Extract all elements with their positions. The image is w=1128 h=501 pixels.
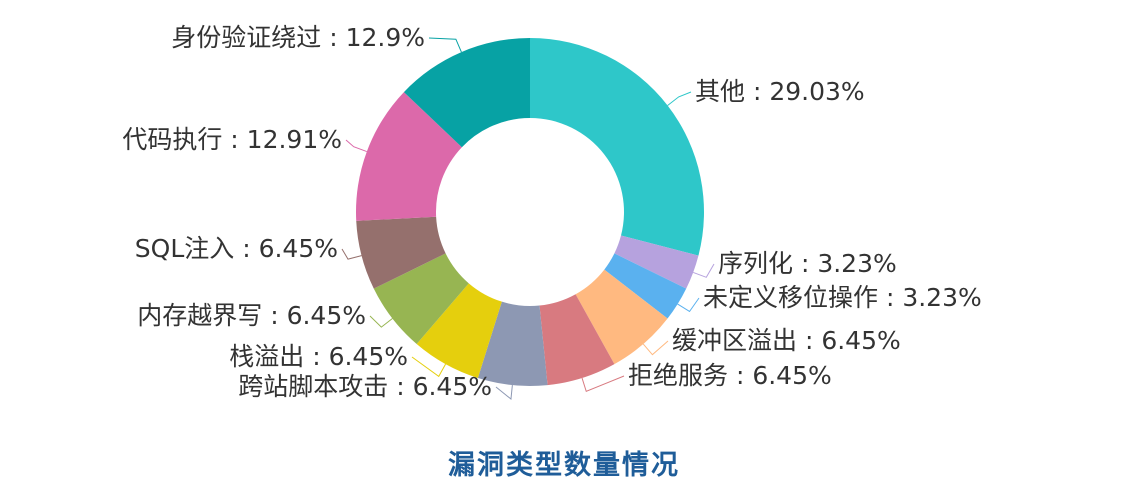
leader-line-0	[667, 91, 692, 106]
leader-line-10	[428, 37, 462, 53]
slice-7[interactable]	[373, 253, 469, 345]
leader-line-1	[692, 263, 715, 278]
leader-line-8	[341, 248, 362, 260]
slice-label-5: 跨站脚本攻击 : 6.45%	[238, 372, 492, 401]
chart-title: 漏洞类型数量情况	[448, 450, 680, 481]
slice-label-0: 其他 : 29.03%	[695, 77, 865, 106]
leader-line-2	[677, 297, 700, 313]
leader-line-5	[495, 385, 513, 400]
slice-1[interactable]	[614, 235, 699, 289]
slice-6[interactable]	[416, 283, 502, 379]
slice-label-9: 代码执行 : 12.91%	[122, 125, 342, 154]
slice-5[interactable]	[477, 301, 548, 386]
slice-label-8: SQL注入 : 6.45%	[135, 234, 338, 263]
leader-line-9	[345, 139, 368, 153]
slice-label-4: 拒绝服务 : 6.45%	[628, 361, 832, 390]
slice-4[interactable]	[539, 294, 615, 386]
slice-label-3: 缓冲区溢出 : 6.45%	[672, 326, 901, 355]
slice-label-6: 栈溢出 : 6.45%	[229, 342, 408, 371]
leader-line-6	[411, 356, 446, 378]
slice-9[interactable]	[356, 92, 462, 221]
slice-10[interactable]	[403, 38, 530, 148]
slice-8[interactable]	[356, 216, 446, 289]
leader-line-7	[369, 315, 393, 328]
slice-label-7: 内存越界写 : 6.45%	[137, 301, 366, 330]
slice-label-2: 未定义移位操作 : 3.23%	[703, 283, 982, 312]
slice-label-1: 序列化 : 3.23%	[718, 249, 897, 278]
leader-line-4	[581, 375, 625, 393]
leader-line-3	[642, 340, 669, 356]
slice-2[interactable]	[604, 253, 687, 319]
slice-3[interactable]	[575, 269, 668, 365]
slice-label-10: 身份验证绕过 : 12.9%	[171, 23, 425, 52]
slice-0[interactable]	[530, 38, 704, 256]
